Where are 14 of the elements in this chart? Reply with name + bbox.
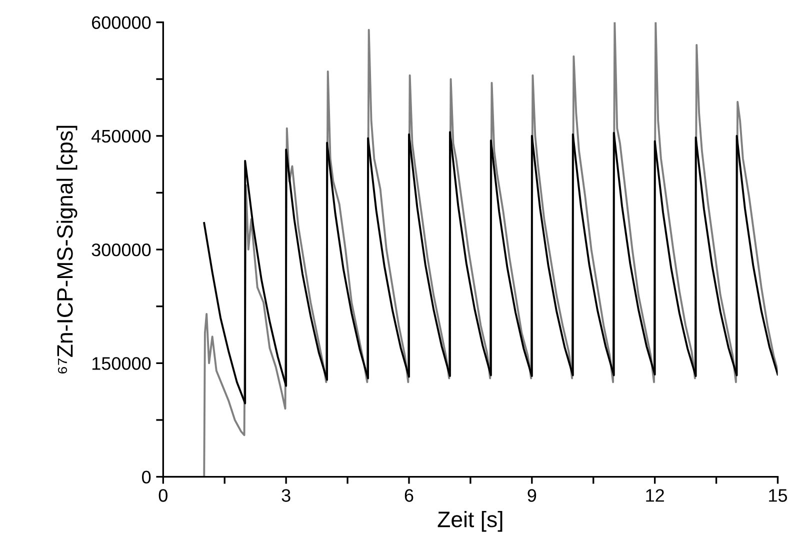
y-axis-title: ⁶⁷Zn-ICP-MS-Signal [cps] (56, 126, 78, 374)
x-tick-label: 0 (158, 489, 168, 502)
y-tick-label: 150000 (92, 357, 151, 370)
x-tick-label: 12 (646, 489, 664, 502)
y-tick-label: 450000 (92, 130, 151, 143)
line-series (203, 131, 778, 404)
x-tick-label: 6 (404, 489, 414, 502)
y-tick-label: 300000 (92, 243, 151, 256)
x-tick-label: 15 (769, 489, 788, 502)
x-tick-label: 3 (282, 489, 290, 502)
x-axis-title: Zeit [s] (438, 510, 502, 532)
y-tick-label: 0 (142, 470, 151, 484)
y-tick-label: 600000 (92, 16, 151, 29)
x-tick-label: 9 (528, 489, 536, 502)
